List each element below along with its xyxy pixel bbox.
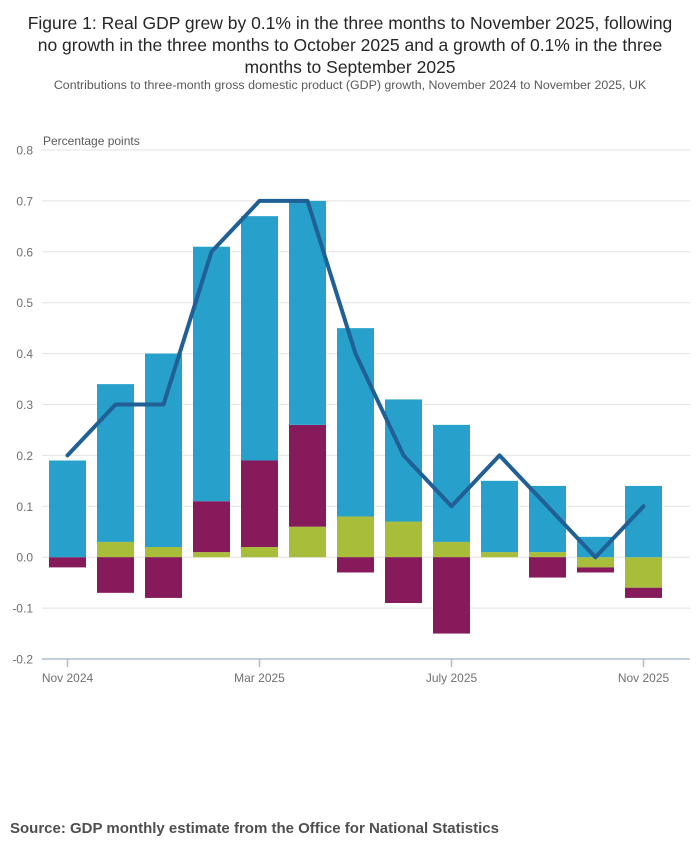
bar-segment-services [433, 424, 470, 542]
gdp-contributions-chart: 0.8 0.7 0.6 0.5 0.4 0.3 0.2 0.1 0.0 -0.1 -0.2 Nov 2… [12, 144, 690, 685]
x-tick-label: Nov 2025 [618, 671, 670, 685]
y-tick-label: 0.8 [16, 144, 33, 158]
bar-segment-production [97, 557, 134, 593]
bar-segment-services [97, 384, 134, 542]
source-note: Source: GDP monthly estimate from the Of… [10, 820, 499, 837]
y-tick-label: -0.2 [12, 653, 33, 667]
bar-segment-construction [145, 547, 182, 558]
bar-segment-production [577, 567, 614, 573]
bar-segment-construction [385, 521, 422, 558]
y-tick-label: 0.3 [16, 398, 33, 412]
bar-segment-production [145, 557, 182, 598]
bar-segment-production [625, 587, 662, 598]
y-tick-label: 0.6 [16, 245, 33, 259]
chart-title: Figure 1: Real GDP grew by 0.1% in the t… [27, 13, 673, 77]
bar-segment-production [385, 557, 422, 604]
gdp-line [65, 198, 646, 560]
y-tick-label: 0.4 [16, 347, 33, 361]
y-tick-label: 0.2 [16, 449, 33, 463]
bar-segment-construction [433, 541, 470, 558]
y-tick-label: 0.5 [16, 296, 33, 310]
chart-legend: GDP Services Production Construction [0, 710, 700, 740]
bar-segment-services [49, 460, 86, 558]
bar-segment-production [289, 424, 326, 527]
bar-segment-services [481, 480, 518, 553]
bar-segment-production [241, 460, 278, 548]
x-tick-label: Mar 2025 [234, 671, 285, 685]
bar-segment-services [337, 328, 374, 517]
bar-segment-construction [481, 552, 518, 558]
bar-segment-construction [193, 552, 230, 558]
bar-segment-production [49, 557, 86, 568]
bar-segment-construction [625, 557, 662, 588]
y-tick-label: 0.0 [16, 551, 33, 565]
bar-segment-services [145, 353, 182, 548]
x-tick-label: July 2025 [426, 671, 478, 685]
bar-segment-construction [337, 516, 374, 558]
x-tick-label: Nov 2024 [42, 671, 94, 685]
bar-segment-construction [529, 552, 566, 558]
bar-segment-construction [97, 541, 134, 558]
bar-segment-construction [241, 547, 278, 558]
bar-segment-construction [289, 526, 326, 558]
bar-segment-services [577, 536, 614, 558]
bar-segment-production [529, 557, 566, 578]
y-axis-title: Percentage points [43, 134, 140, 148]
chart-subtitle: Contributions to three-month gross domes… [53, 78, 647, 92]
bar-segment-services [289, 200, 326, 425]
bar-segment-production [193, 501, 230, 553]
y-tick-label: -0.1 [12, 602, 33, 616]
y-tick-label: 0.1 [16, 500, 33, 514]
bar-segment-production [433, 557, 470, 634]
bar-segment-construction [577, 557, 614, 568]
y-tick-label: 0.7 [16, 194, 33, 208]
bar-segment-services [193, 246, 230, 502]
bar-segment-services [385, 399, 422, 522]
bar-segment-services [241, 216, 278, 461]
bar-segment-production [337, 557, 374, 573]
